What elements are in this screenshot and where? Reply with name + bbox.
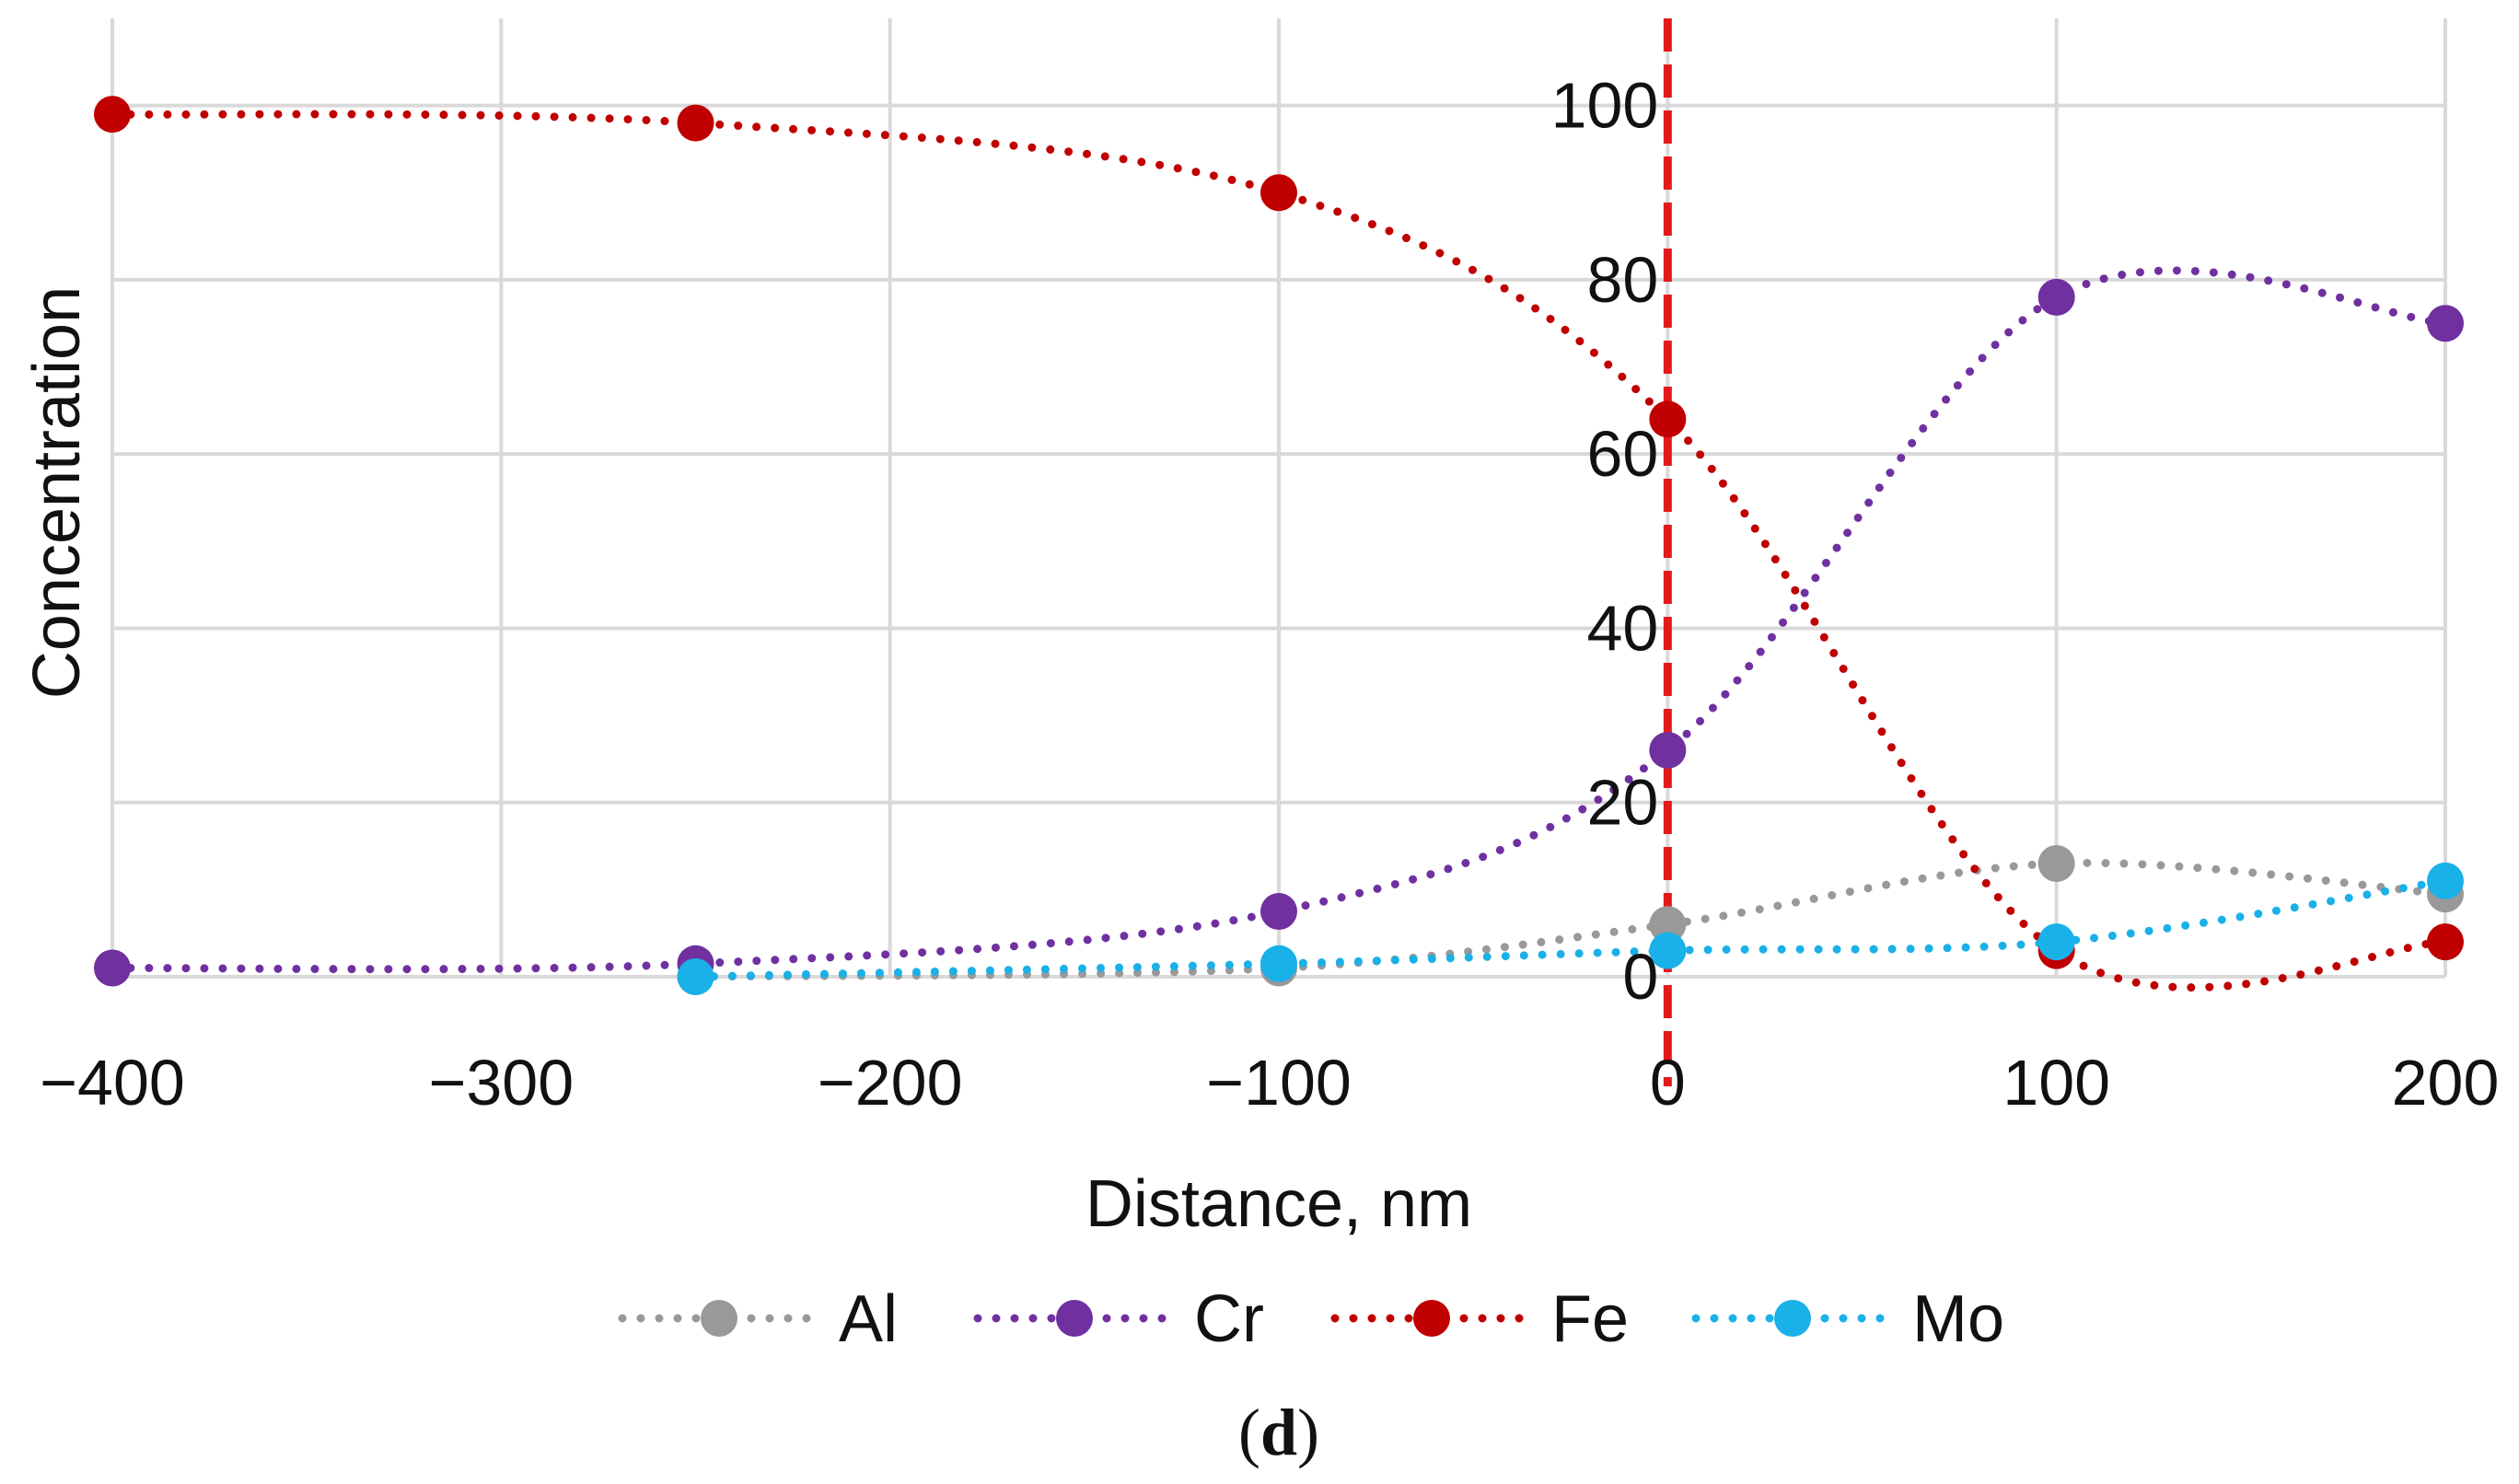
legend-entry-mo: Mo bbox=[1691, 1282, 2004, 1356]
figure-caption: (d) bbox=[1238, 1396, 1319, 1469]
legend-marker-mo bbox=[1774, 1300, 1811, 1337]
legend-entry-fe: Fe bbox=[1330, 1282, 1629, 1356]
data-point-fe bbox=[94, 96, 131, 133]
data-point-fe bbox=[677, 104, 714, 142]
y-tick-label: 60 bbox=[1586, 418, 1658, 490]
legend-entry-al: Al bbox=[618, 1282, 898, 1356]
y-tick-label: 0 bbox=[1622, 941, 1658, 1013]
legend-label-mo: Mo bbox=[1912, 1282, 2004, 1356]
data-point-mo bbox=[2427, 862, 2464, 899]
data-point-cr bbox=[1260, 893, 1297, 931]
series-line-mo bbox=[691, 876, 2450, 981]
x-axis-title: Distance, nm bbox=[1085, 1167, 1472, 1241]
data-point-cr bbox=[1649, 731, 1687, 769]
y-tick-label: 20 bbox=[1586, 767, 1658, 839]
y-axis-title: Concentration bbox=[20, 286, 94, 699]
data-point-mo bbox=[1260, 945, 1297, 982]
legend-label-cr: Cr bbox=[1194, 1282, 1264, 1356]
y-tick-labels: 0 20 40 60 80 100 bbox=[1551, 70, 1659, 1013]
series-markers bbox=[94, 96, 2464, 995]
data-point-fe bbox=[1649, 400, 1687, 438]
data-point-mo bbox=[2037, 923, 2075, 961]
data-point-cr bbox=[2037, 278, 2075, 316]
legend-label-al: Al bbox=[839, 1282, 898, 1356]
data-point-fe bbox=[2427, 923, 2464, 961]
series-line-cr bbox=[108, 266, 2450, 974]
legend-marker-cr bbox=[1056, 1300, 1093, 1337]
data-point-mo bbox=[1649, 932, 1687, 969]
x-tick-label: −200 bbox=[818, 1047, 963, 1119]
y-tick-label: 100 bbox=[1551, 70, 1659, 142]
x-tick-label: −300 bbox=[428, 1047, 574, 1119]
gridlines bbox=[110, 18, 2447, 979]
data-point-cr bbox=[2427, 305, 2464, 342]
legend-marker-fe bbox=[1413, 1300, 1450, 1337]
data-point-mo bbox=[677, 958, 714, 995]
x-tick-labels: −400 −300 −200 −100 0 100 200 bbox=[40, 1047, 2499, 1119]
y-tick-label: 40 bbox=[1586, 592, 1658, 664]
series-line-al bbox=[691, 858, 2450, 981]
x-tick-label: 200 bbox=[2392, 1047, 2500, 1119]
caption-letter: d bbox=[1260, 1396, 1297, 1469]
data-point-al bbox=[1649, 906, 1687, 944]
data-point-fe bbox=[1260, 174, 1297, 212]
x-tick-label: 0 bbox=[1650, 1047, 1686, 1119]
legend: Al Cr Fe Mo bbox=[618, 1282, 2004, 1356]
x-tick-label: −100 bbox=[1206, 1047, 1352, 1119]
legend-entry-cr: Cr bbox=[973, 1282, 1264, 1356]
legend-label-fe: Fe bbox=[1551, 1282, 1629, 1356]
caption-close: ) bbox=[1297, 1396, 1319, 1469]
x-tick-label: 100 bbox=[2002, 1047, 2110, 1119]
y-tick-label: 80 bbox=[1586, 244, 1658, 316]
data-point-cr bbox=[94, 949, 131, 987]
x-tick-label: −400 bbox=[40, 1047, 185, 1119]
data-point-al bbox=[2037, 844, 2075, 882]
caption-open: ( bbox=[1238, 1396, 1260, 1469]
legend-marker-al bbox=[701, 1300, 737, 1337]
